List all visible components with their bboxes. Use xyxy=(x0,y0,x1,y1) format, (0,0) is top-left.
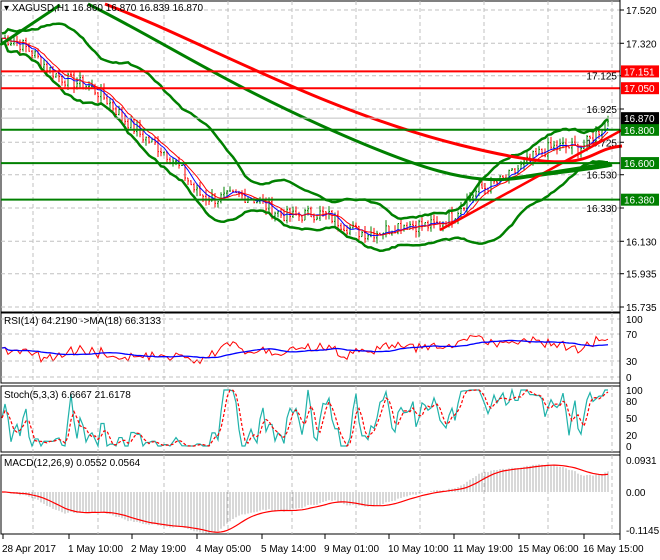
price-tick-label: 16.725 xyxy=(586,138,617,149)
price-tick-label: 16.925 xyxy=(586,105,617,116)
price-tick-label: 17.125 xyxy=(586,72,617,83)
level-label: 17.151 xyxy=(624,67,655,78)
price-tick-label: 16.130 xyxy=(626,237,657,248)
time-tick-label: 1 May 10:00 xyxy=(68,544,123,555)
ma-200-line xyxy=(104,2,623,164)
stoch-main-line xyxy=(1,387,608,449)
level-badge xyxy=(621,157,659,170)
stoch-tick-label: 20 xyxy=(626,431,638,442)
rsi-ma-line xyxy=(1,339,609,359)
price-tick-label: 15.735 xyxy=(626,303,657,314)
time-tick-label: 15 May 06:00 xyxy=(518,544,579,555)
price-tick-label: 16.530 xyxy=(586,171,617,182)
time-tick-label: 2 May 19:00 xyxy=(131,544,186,555)
macd-signal-line xyxy=(1,464,609,533)
price-tick-label: 17.520 xyxy=(626,6,657,17)
rsi-tick-label: 0 xyxy=(626,373,632,384)
rsi-line xyxy=(1,334,609,365)
last-price-label: 16.870 xyxy=(624,114,655,125)
level-label: 16.800 xyxy=(624,126,655,137)
time-tick-label: 5 May 14:00 xyxy=(261,544,316,555)
time-tick-label: 4 May 05:00 xyxy=(196,544,251,555)
level-badge xyxy=(621,65,659,78)
dropdown-triangle-icon[interactable]: ▾ xyxy=(4,3,10,14)
price-tick-label: 15.935 xyxy=(626,270,657,281)
trendline-green xyxy=(499,161,611,182)
time-tick-label: 9 May 01:00 xyxy=(324,544,379,555)
level-label: 16.600 xyxy=(624,159,655,170)
level-badge xyxy=(621,123,659,136)
macd-header: MACD(12,26,9) 0.0552 0.0564 xyxy=(4,458,141,469)
stoch-tick-label: 0 xyxy=(626,442,632,453)
macd-tick-label: -0.1145 xyxy=(626,526,660,537)
stoch-tick-label: 80 xyxy=(626,397,638,408)
rsi-tick-label: 30 xyxy=(626,357,638,368)
macd-tick-label: 0.00 xyxy=(626,488,646,499)
level-label: 16.380 xyxy=(624,196,655,207)
stoch-tick-label: 100 xyxy=(626,386,643,397)
level-label: 17.050 xyxy=(624,84,655,95)
price-tick-label: 17.320 xyxy=(626,39,657,50)
time-tick-label: 28 Apr 2017 xyxy=(2,544,56,555)
rsi-tick-label: 100 xyxy=(626,315,643,326)
rsi-tick-label: 70 xyxy=(626,330,638,341)
bollinger-lower xyxy=(1,42,609,253)
time-tick-label: 10 May 10:00 xyxy=(388,544,449,555)
symbol-header: ▾ XAGUSD,H1 16.860 16.870 16.839 16.870 xyxy=(4,3,203,14)
macd-tick-label: 0.0931 xyxy=(626,456,657,467)
ma-fast-line xyxy=(1,37,609,237)
trendline-support xyxy=(439,128,623,232)
stoch-header: Stoch(5,3,3) 6.6667 21.6178 xyxy=(4,390,131,401)
bollinger-upper xyxy=(1,22,609,221)
ma-100-line xyxy=(0,2,613,182)
price-tick-label: 16.330 xyxy=(586,204,617,215)
stoch-tick-label: 50 xyxy=(626,414,638,425)
last-price-badge xyxy=(621,112,659,125)
time-tick-label: 16 May 15:00 xyxy=(583,544,644,555)
level-badge xyxy=(621,193,659,206)
level-badge xyxy=(621,82,659,95)
time-tick-label: 11 May 19:00 xyxy=(453,544,513,555)
symbol-header-text: XAGUSD,H1 16.860 16.870 16.839 16.870 xyxy=(11,3,204,14)
ma-mid-line xyxy=(1,37,609,236)
rsi-header: RSI(14) 64.2190 ->MA(18) 66.3133 xyxy=(4,316,162,327)
